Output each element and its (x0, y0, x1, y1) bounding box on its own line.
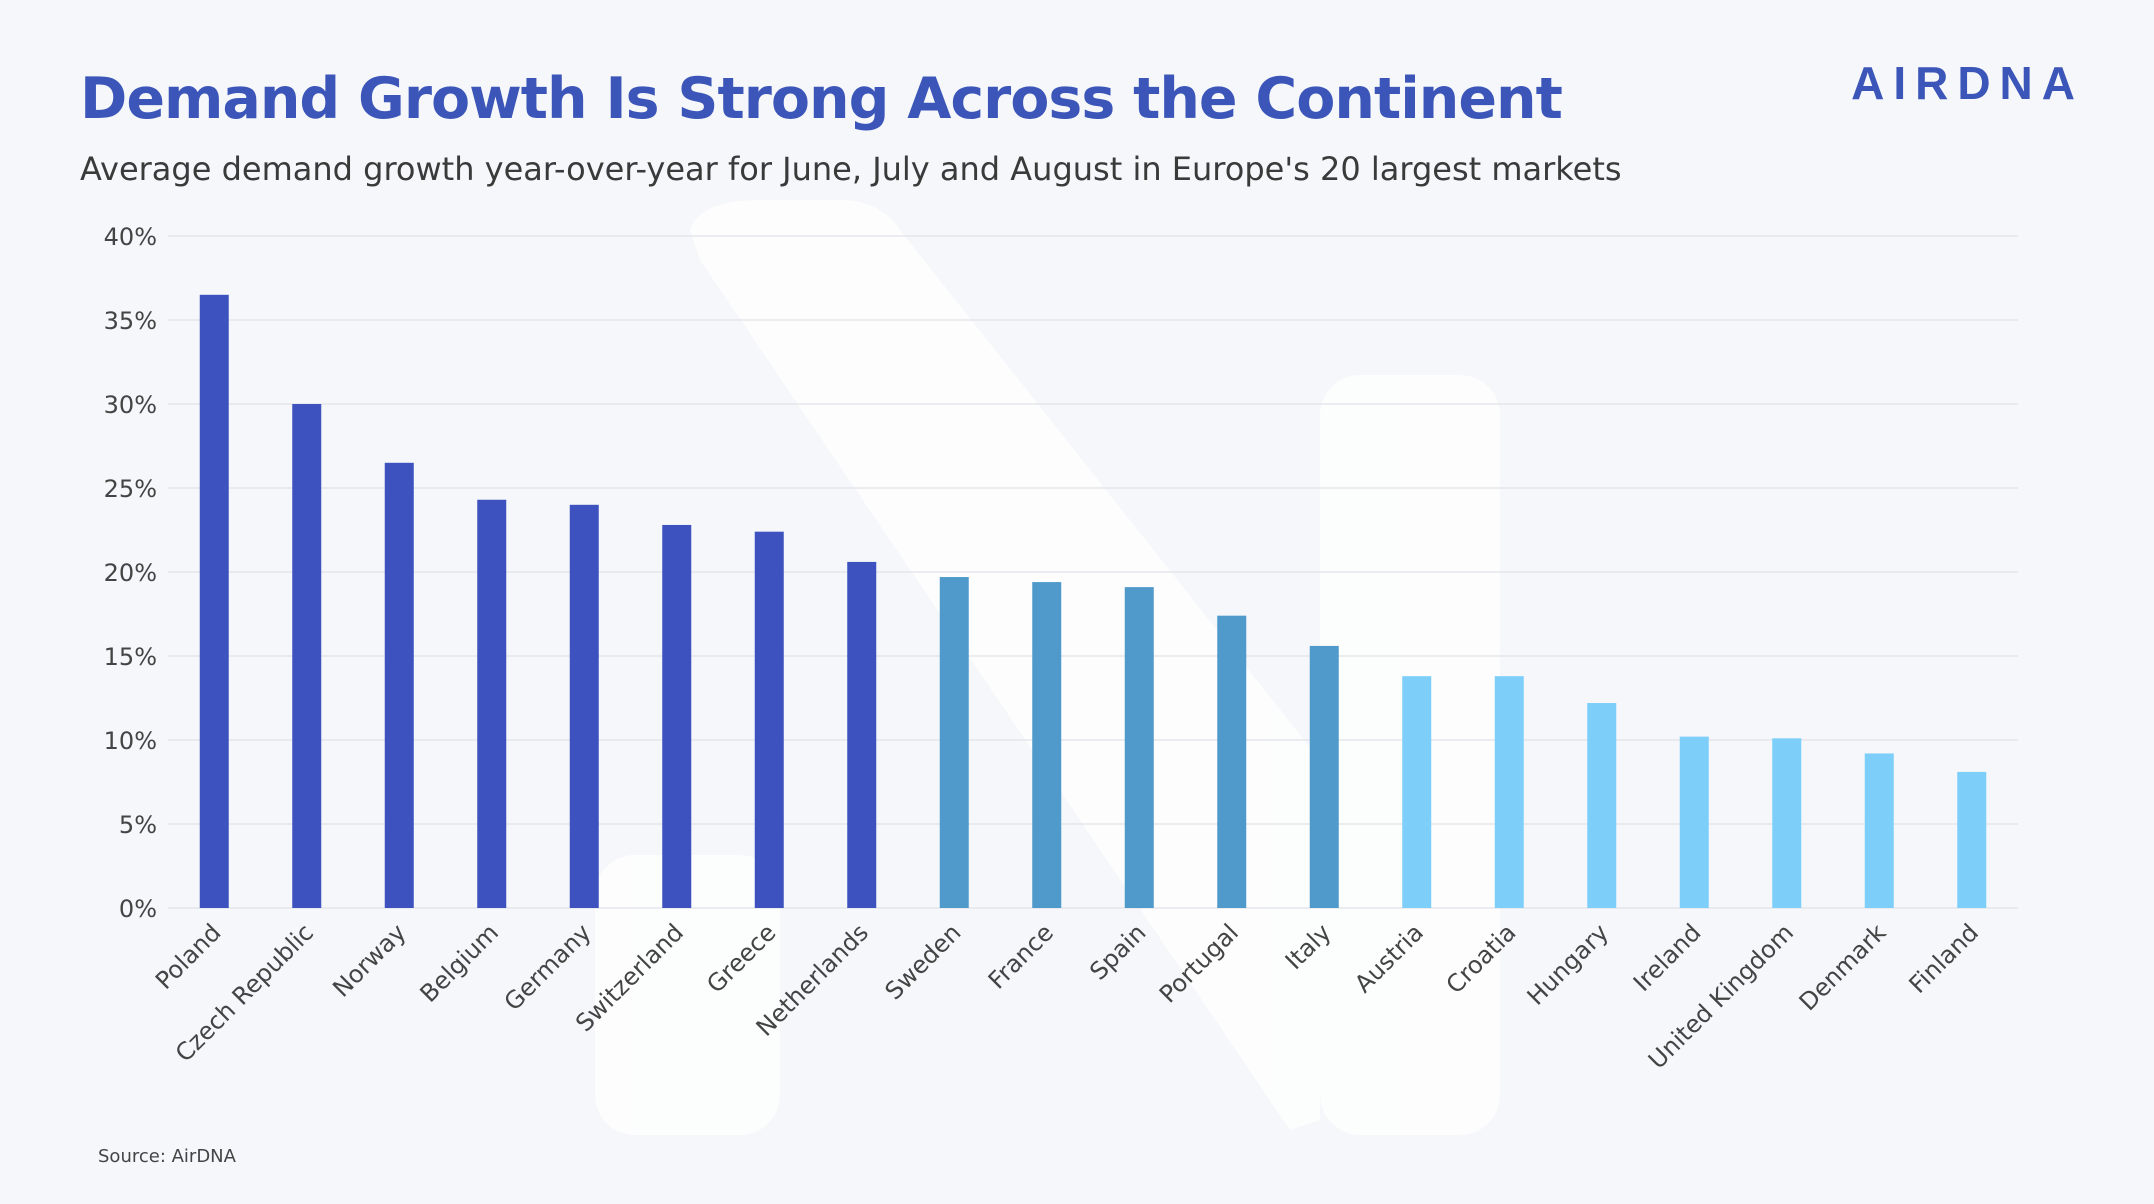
x-tick-label: Finland (1904, 918, 1984, 998)
bar-norway (384, 462, 414, 908)
bar-italy (1309, 645, 1339, 908)
bar-austria (1402, 676, 1432, 908)
y-tick-label: 5% (119, 811, 157, 839)
bar-greece (754, 531, 784, 908)
x-tick-label: Poland (150, 918, 226, 994)
bar-portugal (1217, 615, 1247, 908)
bar-ireland (1679, 736, 1709, 908)
page-title: Demand Growth Is Strong Across the Conti… (80, 66, 1563, 132)
x-tick-label: Norway (327, 918, 411, 1002)
bar-croatia (1494, 676, 1524, 908)
bar-sweden (939, 577, 969, 908)
y-tick-label: 15% (104, 643, 157, 671)
x-tick-label: Austria (1349, 918, 1429, 998)
airdna-logo: AIRDNA (1851, 57, 2084, 109)
x-tick-label: Greece (701, 918, 781, 998)
bar-switzerland (662, 524, 692, 908)
x-tick-label: Germany (499, 918, 597, 1016)
bar-belgium (477, 499, 507, 908)
x-tick-label: Spain (1084, 918, 1151, 985)
y-tick-label: 0% (119, 895, 157, 923)
x-tick-label: Italy (1280, 918, 1337, 975)
y-tick-label: 40% (104, 223, 157, 251)
y-tick-label: 35% (104, 307, 157, 335)
bar-netherlands (847, 561, 877, 908)
bar-czech-republic (292, 404, 322, 908)
bar-germany (569, 504, 599, 908)
x-tick-label: Sweden (880, 918, 967, 1005)
y-tick-label: 20% (104, 559, 157, 587)
bar-france (1032, 582, 1062, 908)
x-tick-label: Belgium (415, 918, 504, 1007)
x-tick-label: France (983, 918, 1059, 994)
bar-united-kingdom (1772, 738, 1802, 908)
bar-hungary (1587, 703, 1617, 908)
x-tick-label: Portugal (1154, 918, 1244, 1008)
y-tick-label: 30% (104, 391, 157, 419)
bar-finland (1957, 771, 1987, 908)
x-tick-label: Croatia (1441, 918, 1522, 999)
bar-poland (199, 294, 229, 908)
x-tick-label: Ireland (1628, 918, 1706, 996)
bar-denmark (1864, 753, 1894, 908)
y-tick-label: 10% (104, 727, 157, 755)
bar-spain (1124, 587, 1154, 908)
y-tick-label: 25% (104, 475, 157, 503)
source-note: Source: AirDNA (98, 1146, 236, 1167)
page-subtitle: Average demand growth year-over-year for… (80, 150, 1622, 188)
x-tick-label: Denmark (1794, 918, 1892, 1016)
x-tick-label: Hungary (1522, 918, 1614, 1010)
